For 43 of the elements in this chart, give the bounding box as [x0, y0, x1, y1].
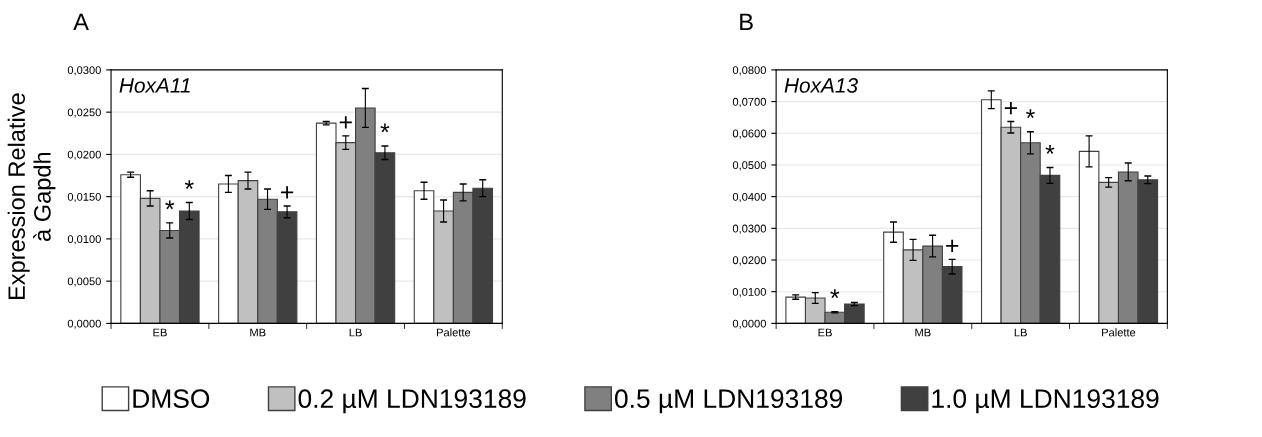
annotation: +: [946, 239, 959, 252]
y-tick-label: 0,0000: [732, 319, 766, 329]
y-axis-title: Expression Relative à Gapdh: [7, 93, 56, 300]
annotation: *: [830, 289, 840, 299]
y-tick-label: 0,0100: [67, 235, 101, 245]
annotation: *: [1025, 109, 1035, 119]
y-tick-label: 0,0400: [732, 192, 766, 203]
x-tick-label: MB: [915, 328, 931, 337]
legend-label: 0.2 µM LDN193189: [298, 389, 526, 414]
y-tick-label: 0,0200: [67, 150, 101, 160]
y-tick-label: 0,0800: [732, 66, 766, 76]
legend-label: DMSO: [133, 389, 210, 409]
legend-label: 0.5 µM LDN193189: [614, 389, 843, 414]
y-tick-label: 0,0150: [67, 192, 101, 203]
y-tick-label: 0,0050: [67, 277, 101, 287]
chart-title: HoxA13: [784, 78, 858, 93]
annotation: *: [184, 180, 194, 189]
x-tick-label: Palette: [1102, 328, 1136, 337]
y-tick-label: 0,0100: [732, 287, 766, 298]
chart-title: HoxA11: [119, 78, 190, 93]
y-tick-label: 0,0200: [732, 256, 766, 266]
y-tick-label: 0,0500: [732, 161, 766, 171]
text: A: [73, 13, 89, 31]
annotation: *: [165, 200, 175, 210]
annotation: +: [339, 116, 352, 129]
annotation: *: [380, 123, 390, 133]
x-tick-label: LB: [349, 328, 362, 337]
y-tick-label: 0,0250: [67, 108, 101, 118]
y-tick-label: 0,0300: [732, 224, 766, 234]
x-tick-label: LB: [1014, 328, 1027, 337]
x-tick-label: EB: [153, 328, 167, 337]
annotation: *: [1045, 145, 1055, 154]
annotation: +: [1004, 101, 1017, 115]
y-tick-label: 0,0000: [67, 319, 101, 329]
text: B: [740, 13, 753, 31]
annotation: +: [281, 186, 294, 199]
y-tick-label: 0,0700: [732, 97, 766, 108]
x-tick-label: MB: [250, 328, 266, 337]
legend-label: 1.0 µM LDN193189: [932, 389, 1159, 414]
x-tick-label: EB: [818, 328, 832, 337]
y-tick-label: 0,0600: [732, 129, 766, 139]
x-tick-label: Palette: [436, 328, 471, 337]
y-tick-label: 0,0300: [67, 66, 101, 76]
